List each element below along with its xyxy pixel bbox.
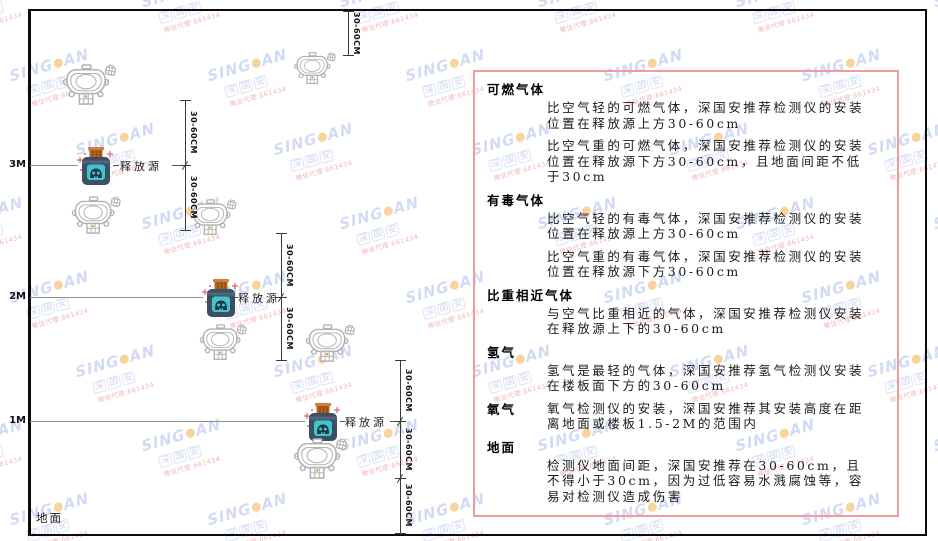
height-label-3m: 3M <box>9 159 26 170</box>
section-paragraph: 氢气是最轻的气体，深国安推荐氢气检测仪安装在楼板面下方的30-60cm <box>547 362 865 394</box>
dimension-label: 30-60CM <box>352 12 361 55</box>
height-line-1m <box>30 421 305 422</box>
dimension-tick <box>276 233 287 234</box>
section-paragraph: 比空气重的有毒气体，深国安推荐检测仪的安装位置在释放源下方30-60cm <box>547 248 865 280</box>
section-paragraph: 氧气检测仪的安装，深国安推荐其安装高度在距离地面或楼板1.5-2M的范围内 <box>547 400 865 432</box>
section-paragraph: 比空气重的可燃气体，深国安推荐检测仪的安装位置在释放源下方30-60cm，且地面… <box>547 138 865 184</box>
section-heading: 氢气 <box>487 344 517 360</box>
dimension-label: 30-60CM <box>285 244 294 287</box>
dimension-label: 30-60CM <box>404 369 413 412</box>
gas-detector-icon-2m-below <box>199 323 248 360</box>
dimension-line <box>400 360 401 535</box>
section-body: 氧气检测仪的安装，深国安推荐其安装高度在距离地面或楼板1.5-2M的范围内 <box>547 401 865 432</box>
dimension-tick <box>343 55 354 56</box>
section-body: 比空气轻的可燃气体，深国安推荐检测仪的安装位置在释放源上方30-60cm 比空气… <box>547 100 865 185</box>
section-heading: 有毒气体 <box>487 192 546 208</box>
connector-line <box>234 297 238 298</box>
section-paragraph: 比空气轻的可燃气体，深国安推荐检测仪的安装位置在释放源上方30-60cm <box>547 100 865 131</box>
watermark-cn: 深国安 <box>0 431 28 468</box>
dimension-tick <box>395 533 406 534</box>
watermark-sub: 微信代理:661434 <box>0 454 24 479</box>
release-source-label: 释放源 <box>120 160 162 173</box>
dimension-label: 30-60CM <box>404 484 413 527</box>
watermark-sub: 微信代理:661434 <box>0 10 24 35</box>
section-body: 检测仪地面间距，深国安推荐在30-60cm，且不得小于30cm，因为过低容易水溅… <box>547 458 865 505</box>
section-heading: 比重相近气体 <box>487 287 575 303</box>
gas-detector-icon-3m-below <box>71 195 122 234</box>
dimension-line <box>348 11 349 55</box>
dimension-label: 30-60CM <box>189 176 198 219</box>
room-frame <box>28 9 927 536</box>
section-combustible-gas: 可燃气体 比空气轻的可燃气体，深国安推荐检测仪的安装位置在释放源上方30-60c… <box>487 81 883 185</box>
dimension-label: 30-60CM <box>404 428 413 471</box>
info-panel: 可燃气体 比空气轻的可燃气体，深国安推荐检测仪的安装位置在释放源上方30-60c… <box>473 70 899 517</box>
section-ground: 地面 检测仪地面间距，深国安推荐在30-60cm，且不得小于30cm，因为过低容… <box>487 439 883 505</box>
height-label-2m: 2M <box>9 291 26 302</box>
dimension-tick <box>180 100 191 101</box>
height-line-2m <box>30 297 203 298</box>
gas-detector-icon-ceiling <box>294 51 337 85</box>
section-body: 比空气轻的有毒气体，深国安推荐检测仪的安装位置在释放源上方30-60cm 比空气… <box>547 211 865 280</box>
section-heading: 氧气 <box>487 401 517 417</box>
connector-line <box>113 165 119 166</box>
section-heading: 地面 <box>487 439 517 455</box>
section-similar-density-gas: 比重相近气体 与空气比重相近的气体，深国安推荐检测仪安装在释放源上下的30-60… <box>487 287 883 337</box>
release-source-icon-3m <box>75 145 115 187</box>
dimension-label: 30-60CM <box>285 307 294 350</box>
ground-label: 地面 <box>36 511 63 525</box>
release-source-label: 释放源 <box>238 292 280 305</box>
section-oxygen: 氧气 氧气检测仪的安装，深国安推荐其安装高度在距离地面或楼板1.5-2M的范围内 <box>487 401 883 432</box>
dimension-tick <box>276 360 287 361</box>
section-body: 与空气比重相近的气体，深国安推荐检测仪安装在释放源上下的30-60cm <box>547 306 865 337</box>
section-toxic-gas: 有毒气体 比空气轻的有毒气体，深国安推荐检测仪的安装位置在释放源上方30-60c… <box>487 192 883 280</box>
height-label-1m: 1M <box>9 415 26 426</box>
connector-line <box>172 165 185 166</box>
gas-detector-icon-1m-above <box>305 323 356 362</box>
section-heading: 可燃气体 <box>487 82 546 97</box>
section-paragraph: 比空气轻的有毒气体，深国安推荐检测仪的安装位置在释放源上方30-60cm <box>547 210 865 242</box>
watermark-cn: 深国安 <box>0 209 28 246</box>
height-line-3m <box>30 165 78 166</box>
connector-line <box>340 421 345 422</box>
watermark-cn: 深国安 <box>0 0 28 24</box>
section-paragraph: 与空气比重相近的气体，深国安推荐检测仪安装在释放源上下的30-60cm <box>547 305 865 337</box>
section-body: 氢气是最轻的气体，深国安推荐氢气检测仪安装在楼板面下方的30-60cm <box>547 363 865 394</box>
release-source-icon-2m <box>200 277 240 319</box>
gas-detector-icon-3m-above <box>62 63 117 105</box>
dimension-label: 30-60CM <box>189 111 198 154</box>
dimension-tick <box>395 360 406 361</box>
section-hydrogen: 氢气 氢气是最轻的气体，深国安推荐氢气检测仪安装在楼板面下方的30-60cm <box>487 344 883 394</box>
release-source-label: 释放源 <box>345 416 387 429</box>
section-paragraph: 检测仪地面间距，深国安推荐在30-60cm，且不得小于30cm，因为过低容易水溅… <box>547 457 864 504</box>
dimension-tick <box>343 11 354 12</box>
gas-detector-icon-1m-below <box>293 437 348 479</box>
dimension-tick <box>180 230 191 231</box>
watermark-sub: 微信代理:661434 <box>0 232 24 257</box>
